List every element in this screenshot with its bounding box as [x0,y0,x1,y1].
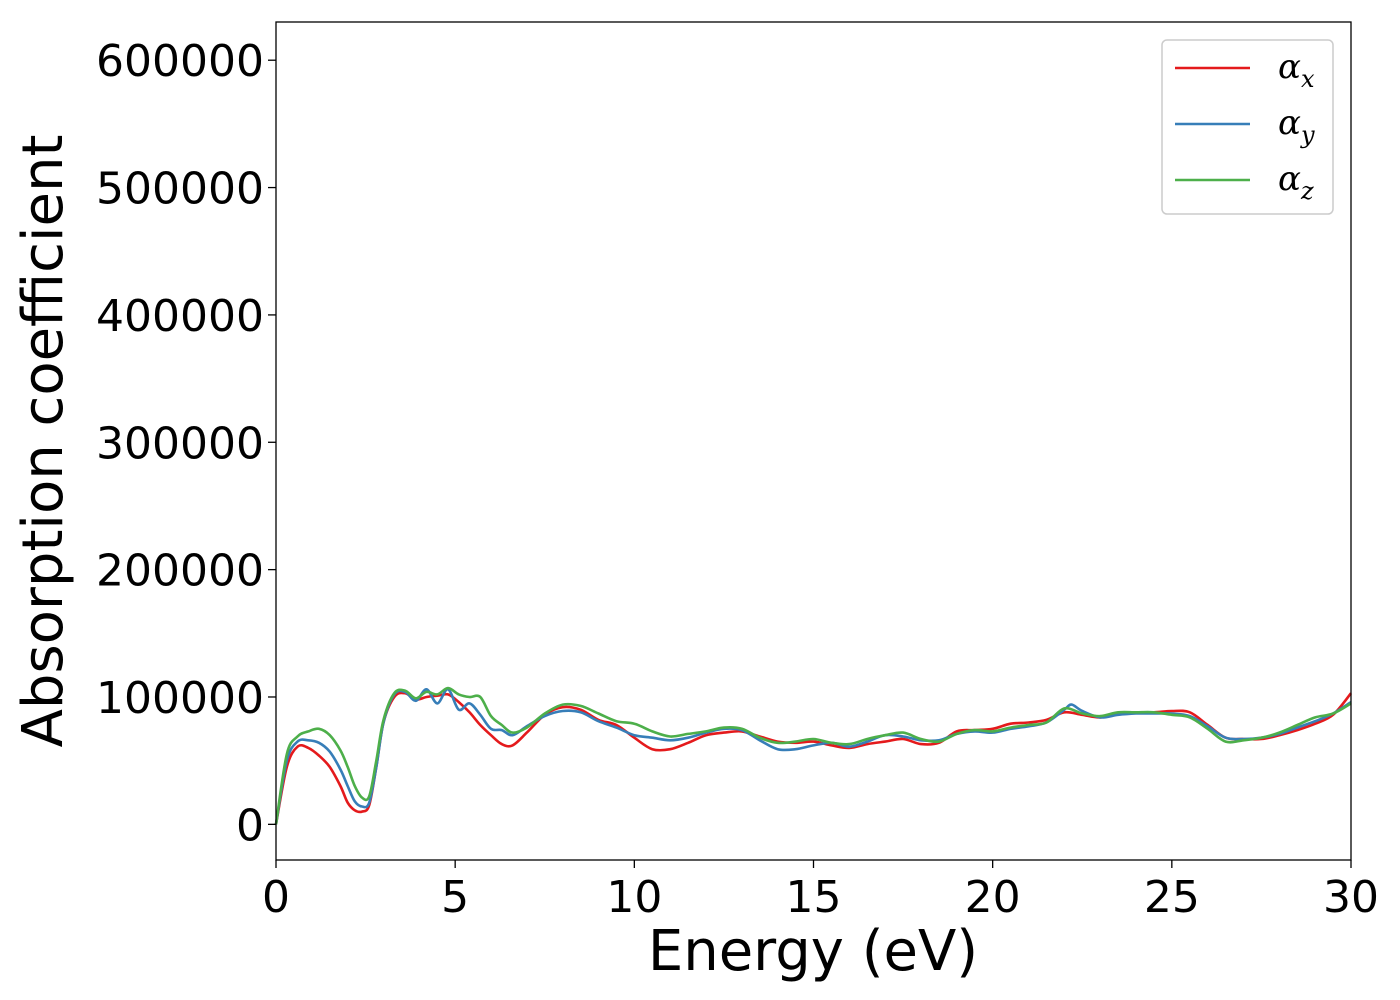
x-tick-label: 10 [606,872,662,923]
y-axis-title: Absorption coefficient [11,135,76,748]
x-tick-label: 20 [965,872,1021,923]
legend-box [1161,39,1334,215]
legend-label-x: αx [1278,47,1315,93]
x-tick-label: 25 [1144,872,1200,923]
y-tick-label: 300000 [96,418,264,469]
x-tick-label: 5 [441,872,469,923]
y-tick-label: 0 [236,800,264,851]
x-tick-label: 0 [262,872,290,923]
y-tick-label: 100000 [96,673,264,724]
x-axis-title: Energy (eV) [648,919,978,984]
series-line-z [274,686,1352,825]
y-tick-label: 400000 [96,291,264,342]
y-tick-label: 200000 [96,546,264,597]
x-axis: 0 5 10 15 20 25 30 [262,860,1379,923]
x-tick-label: 30 [1323,872,1379,923]
legend: αx αy αz [1161,39,1334,215]
legend-label-z: αz [1278,159,1314,205]
series-layer [274,686,1353,825]
y-tick-label: 600000 [96,36,264,87]
y-tick-label: 500000 [96,164,264,215]
x-tick-label: 15 [786,872,842,923]
y-axis: 0 100000 200000 300000 400000 500000 600000 [96,36,276,851]
legend-label-y: αy [1278,103,1315,149]
